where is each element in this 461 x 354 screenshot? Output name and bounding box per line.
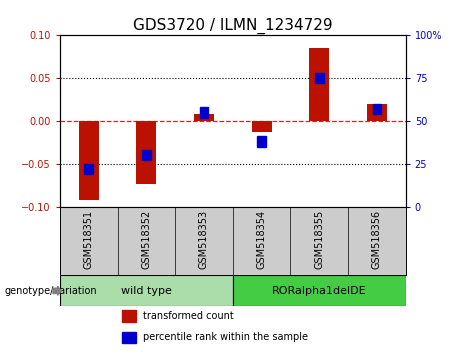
- Text: wild type: wild type: [121, 286, 172, 296]
- Bar: [122, 332, 136, 343]
- Bar: [233, 275, 406, 307]
- Bar: [257, 137, 266, 147]
- Text: GSM518352: GSM518352: [142, 210, 151, 269]
- Bar: [200, 107, 208, 118]
- Text: RORalpha1delDE: RORalpha1delDE: [272, 286, 366, 296]
- Text: GSM518353: GSM518353: [199, 210, 209, 269]
- Text: transformed count: transformed count: [143, 311, 234, 321]
- Bar: [142, 150, 151, 160]
- Bar: [309, 48, 329, 121]
- Bar: [194, 114, 214, 121]
- Bar: [372, 104, 381, 114]
- Text: GSM518351: GSM518351: [84, 210, 94, 269]
- Text: GSM518355: GSM518355: [314, 210, 324, 269]
- Title: GDS3720 / ILMN_1234729: GDS3720 / ILMN_1234729: [133, 18, 333, 34]
- Bar: [367, 104, 387, 121]
- Text: percentile rank within the sample: percentile rank within the sample: [143, 332, 308, 342]
- Bar: [84, 164, 93, 174]
- Bar: [79, 121, 99, 200]
- Text: genotype/variation: genotype/variation: [5, 286, 97, 296]
- Bar: [252, 121, 272, 132]
- Bar: [136, 121, 156, 184]
- Bar: [315, 73, 324, 84]
- Text: GSM518354: GSM518354: [257, 210, 266, 269]
- Bar: [60, 275, 233, 307]
- Text: GSM518356: GSM518356: [372, 210, 382, 269]
- Bar: [122, 310, 136, 322]
